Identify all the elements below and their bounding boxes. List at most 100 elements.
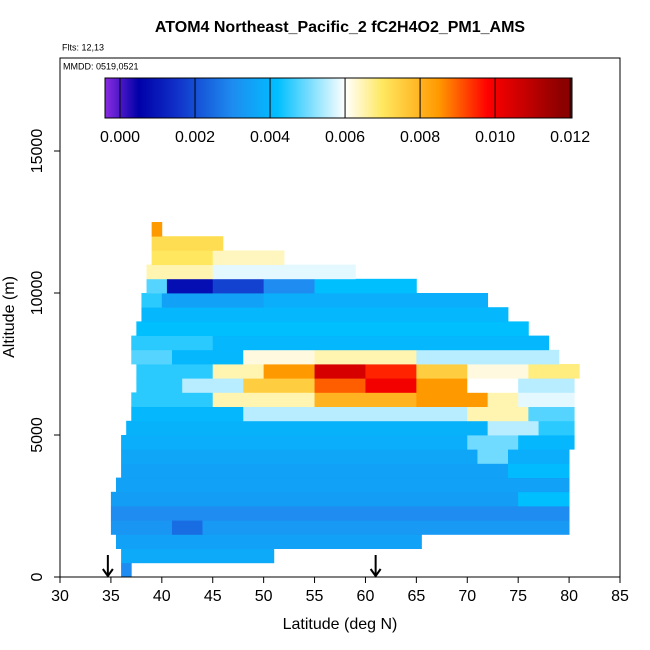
heat-cell — [212, 392, 315, 408]
heat-cell — [121, 562, 132, 578]
x-tick-label: 60 — [357, 588, 375, 605]
heat-cell — [263, 364, 315, 379]
x-tick-label: 45 — [204, 588, 222, 605]
heat-cell — [518, 435, 575, 450]
colorbar-tick-label: 0.010 — [475, 129, 515, 146]
heat-cell — [141, 293, 163, 308]
flights-note: Flts: 12,13 — [62, 42, 104, 52]
heat-cell — [212, 335, 550, 351]
colorbar-tick-label: 0.008 — [400, 129, 440, 146]
heat-cell — [508, 449, 570, 464]
colorbar-tick-label: 0.000 — [100, 129, 140, 146]
heat-cell — [136, 378, 183, 393]
heat-cell — [146, 278, 168, 294]
heat-cell — [121, 449, 478, 464]
heat-cell — [202, 520, 570, 535]
plot-frame — [59, 57, 621, 578]
heat-cell — [126, 420, 489, 436]
y-tick-label: 5000 — [29, 417, 46, 453]
heat-cell — [121, 548, 275, 564]
heat-cell — [467, 406, 529, 422]
heat-cell — [314, 364, 366, 379]
heat-cell — [212, 278, 265, 294]
heat-cell — [131, 335, 214, 351]
heat-cell — [243, 349, 315, 365]
colorbar-tick-label: 0.006 — [325, 129, 365, 146]
colorbar-tick-label: 0.004 — [250, 129, 290, 146]
heat-cell — [487, 420, 539, 436]
heat-cell — [518, 491, 570, 507]
x-tick-label: 70 — [458, 588, 476, 605]
heat-cell — [314, 278, 417, 294]
heat-cell — [182, 378, 244, 393]
heat-cell — [172, 349, 244, 365]
x-tick-label: 50 — [255, 588, 273, 605]
heat-cell — [518, 392, 575, 408]
y-tick-label: 15000 — [29, 129, 46, 174]
heat-cell — [136, 364, 214, 379]
heat-cell — [518, 378, 575, 393]
heat-cell — [212, 250, 285, 266]
heat-cell — [110, 520, 173, 535]
x-tick-label: 65 — [407, 588, 425, 605]
heat-cell — [121, 463, 509, 479]
y-tick-label: 10000 — [29, 271, 46, 316]
x-tick-label: 85 — [611, 588, 629, 605]
colorbar-tick-label: 0.012 — [550, 129, 590, 146]
heat-cell — [416, 392, 489, 408]
heat-cell — [116, 534, 422, 550]
heat-cell — [110, 491, 519, 507]
heat-cell — [243, 406, 468, 422]
heat-cell — [508, 463, 570, 479]
chart-title: ATOM4 Northeast_Pacific_2 fC2H4O2_PM1_AM… — [155, 19, 526, 36]
heat-cell — [161, 293, 265, 308]
heat-cell — [467, 378, 519, 393]
colorbar-tick-label: 0.002 — [175, 129, 215, 146]
arrow-head — [369, 568, 382, 578]
heat-cell — [314, 392, 417, 408]
heat-cell — [477, 449, 509, 464]
dates-note: MMDD: 0519,0521 — [63, 61, 139, 71]
heat-cell — [487, 392, 519, 408]
heat-cell — [141, 307, 509, 322]
heat-cell — [263, 278, 315, 294]
heat-cell — [416, 364, 468, 379]
y-tick-label: 0 — [29, 572, 46, 581]
heat-cell — [172, 520, 203, 535]
x-tick-label: 80 — [560, 588, 578, 605]
heat-cell — [121, 435, 468, 450]
heat-cell — [136, 321, 529, 337]
x-tick-label: 75 — [509, 588, 527, 605]
heat-cell — [263, 293, 489, 308]
colorbar — [104, 77, 573, 119]
heat-cell — [131, 406, 244, 422]
heat-cell — [538, 420, 575, 436]
heat-cell — [146, 264, 214, 280]
heat-cell — [212, 364, 265, 379]
heat-cell — [365, 364, 417, 379]
heat-cell — [116, 477, 570, 493]
heat-cell — [467, 435, 519, 450]
heat-cell — [243, 378, 315, 393]
heat-cell — [365, 378, 417, 393]
heat-cell — [110, 506, 570, 521]
heat-cell — [166, 278, 214, 294]
heat-cell — [151, 236, 224, 251]
heat-cell — [212, 264, 356, 280]
x-tick-label: 55 — [306, 588, 324, 605]
heat-cell — [314, 349, 417, 365]
heat-cell — [467, 364, 529, 379]
heat-cell — [416, 378, 468, 393]
heat-cell — [131, 392, 214, 408]
x-axis-label: Latitude (deg N) — [283, 616, 398, 633]
heat-cell — [151, 222, 163, 237]
x-tick-label: 35 — [102, 588, 120, 605]
heat-cell — [131, 349, 173, 365]
arrow-head — [102, 568, 114, 578]
heat-cell — [528, 364, 580, 379]
heat-cell — [151, 250, 214, 266]
y-axis-label: Altitude (m) — [1, 276, 18, 358]
heat-cell — [416, 349, 560, 365]
x-tick-label: 40 — [153, 588, 171, 605]
